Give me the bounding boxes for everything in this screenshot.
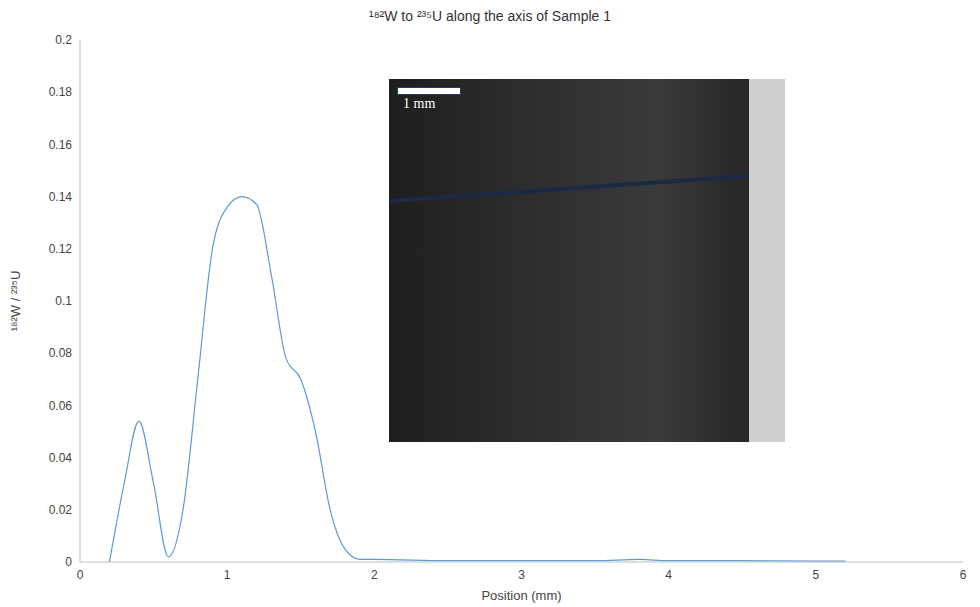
svg-text:4: 4 [665, 568, 672, 582]
html-text:1 mm: 1 mm [403, 96, 436, 111]
svg-text:0.06: 0.06 [49, 399, 73, 413]
svg-text:1: 1 [224, 568, 231, 582]
svg-text:¹⁸²W / ²³⁵U: ¹⁸²W / ²³⁵U [8, 271, 23, 332]
svg-text:0: 0 [65, 555, 72, 569]
svg-text:0.02: 0.02 [49, 503, 73, 517]
svg-text:0.08: 0.08 [49, 346, 73, 360]
svg-text:0.16: 0.16 [49, 138, 73, 152]
svg-text:0.1: 0.1 [55, 294, 72, 308]
svg-text:0.14: 0.14 [49, 190, 73, 204]
svg-text:Position (mm): Position (mm) [481, 588, 561, 603]
html-text:¹⁸²W to ²³⁵U along the axis of: ¹⁸²W to ²³⁵U along the axis of Sample 1 [369, 8, 611, 24]
svg-text:0.2: 0.2 [55, 33, 72, 47]
svg-text:0.18: 0.18 [49, 85, 73, 99]
svg-text:0.04: 0.04 [49, 451, 73, 465]
svg-text:0.12: 0.12 [49, 242, 73, 256]
svg-text:5: 5 [812, 568, 819, 582]
svg-text:3: 3 [518, 568, 525, 582]
svg-text:6: 6 [960, 568, 967, 582]
svg-text:0: 0 [77, 568, 84, 582]
svg-text:2: 2 [371, 568, 378, 582]
